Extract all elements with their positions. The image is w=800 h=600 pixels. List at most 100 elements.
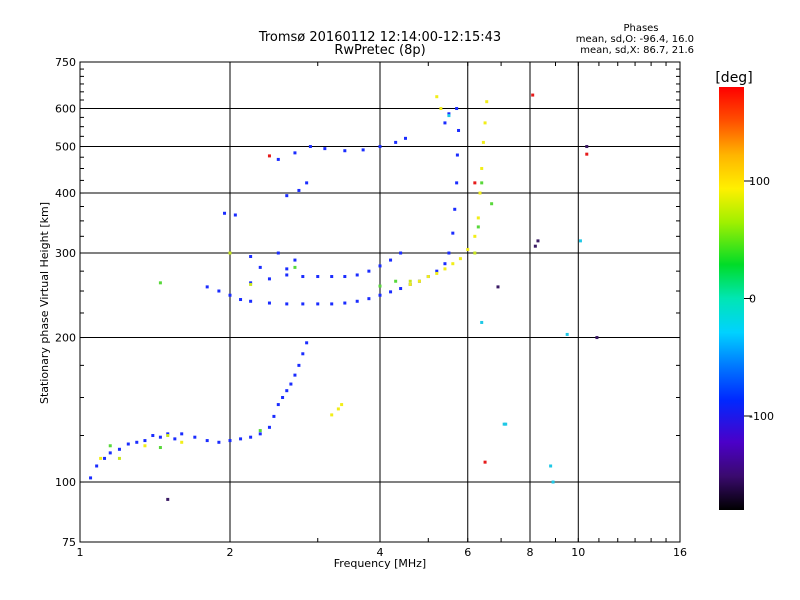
x-tick-label: 4 [377, 546, 384, 559]
data-point [453, 207, 457, 211]
data-point [267, 425, 271, 429]
y-tick-label: 100 [55, 476, 76, 489]
data-point [476, 216, 480, 220]
data-point [272, 414, 276, 418]
data-point [399, 251, 403, 255]
data-point [443, 262, 447, 266]
phases-title: Phases [623, 23, 658, 34]
colorbar: [deg] -100 0 100 [715, 70, 774, 510]
data-point [439, 107, 443, 111]
data-point [551, 480, 555, 484]
data-point [490, 202, 494, 206]
data-point [343, 301, 347, 305]
data-point [483, 121, 487, 125]
y-tick-label: 600 [55, 103, 76, 116]
data-point [249, 299, 253, 303]
x-tick-label: 8 [527, 546, 534, 559]
data-point [447, 112, 451, 116]
data-point [135, 440, 139, 444]
y-tick-label: 300 [55, 247, 76, 260]
data-point [276, 403, 280, 407]
data-point [285, 194, 289, 198]
data-point [323, 147, 327, 151]
data-point [158, 435, 162, 439]
data-point [585, 152, 589, 156]
data-point [285, 273, 289, 277]
data-point [205, 439, 209, 443]
data-point [249, 281, 253, 285]
data-point [308, 145, 312, 149]
data-point [99, 456, 103, 460]
data-point [297, 363, 301, 367]
data-point [408, 279, 412, 283]
chart-subtitle: RwPretec (8p) [334, 43, 425, 58]
data-point [258, 432, 262, 436]
data-point [95, 464, 99, 468]
data-point [305, 181, 309, 185]
data-point [485, 100, 489, 104]
data-point [258, 429, 262, 433]
phases-mean-x: mean, sd,X: 86.7, 21.6 [580, 45, 694, 56]
data-point [151, 434, 155, 438]
data-point [228, 439, 232, 443]
data-point [536, 239, 540, 243]
data-point [217, 440, 221, 444]
data-point [239, 298, 243, 302]
data-point [585, 145, 589, 149]
data-point [193, 435, 197, 439]
data-point [447, 114, 451, 118]
data-point [455, 181, 459, 185]
phases-mean-o: mean, sd,O: -96.4, 16.0 [576, 34, 694, 45]
data-point [89, 476, 93, 480]
data-point [276, 157, 280, 161]
data-point [228, 251, 232, 255]
data-point [480, 320, 484, 324]
data-point [281, 396, 285, 400]
chart-title: Tromsø 20160112 12:14:00-12:15:43 [258, 30, 501, 45]
data-point [108, 444, 112, 448]
data-point [117, 447, 121, 451]
data-point [103, 456, 107, 460]
data-point [399, 287, 403, 291]
data-point [403, 136, 407, 140]
x-tick-label: 2 [227, 546, 234, 559]
data-point [504, 422, 508, 426]
data-point [595, 336, 599, 340]
data-point [285, 267, 289, 271]
data-point [367, 269, 371, 273]
data-point [447, 251, 451, 255]
data-point [173, 437, 177, 441]
data-point [336, 407, 340, 411]
data-point [378, 264, 382, 268]
data-point [267, 301, 271, 305]
data-point [158, 281, 162, 285]
data-point [466, 248, 470, 252]
data-point [457, 128, 461, 132]
data-point [301, 352, 305, 356]
data-point [426, 275, 430, 279]
data-point [166, 432, 170, 436]
data-point [549, 464, 553, 468]
colorbar-tick-label: 0 [749, 293, 756, 306]
x-axis-label: Frequency [MHz] [334, 557, 426, 570]
data-point [476, 225, 480, 229]
data-point [478, 191, 482, 195]
y-tick-label: 750 [55, 56, 76, 69]
data-point [378, 145, 382, 149]
data-point [228, 293, 232, 297]
data-point [473, 181, 477, 185]
data-point [276, 251, 280, 255]
data-point [367, 297, 371, 301]
data-point [394, 140, 398, 144]
data-point [435, 269, 439, 273]
data-point [249, 435, 253, 439]
data-point [285, 302, 289, 306]
x-tick-label: 1 [77, 546, 84, 559]
data-point [297, 188, 301, 192]
data-point [267, 154, 271, 158]
data-point [480, 181, 484, 185]
data-point [451, 262, 455, 266]
data-point [217, 289, 221, 293]
data-point [458, 257, 462, 261]
data-point [293, 151, 297, 155]
